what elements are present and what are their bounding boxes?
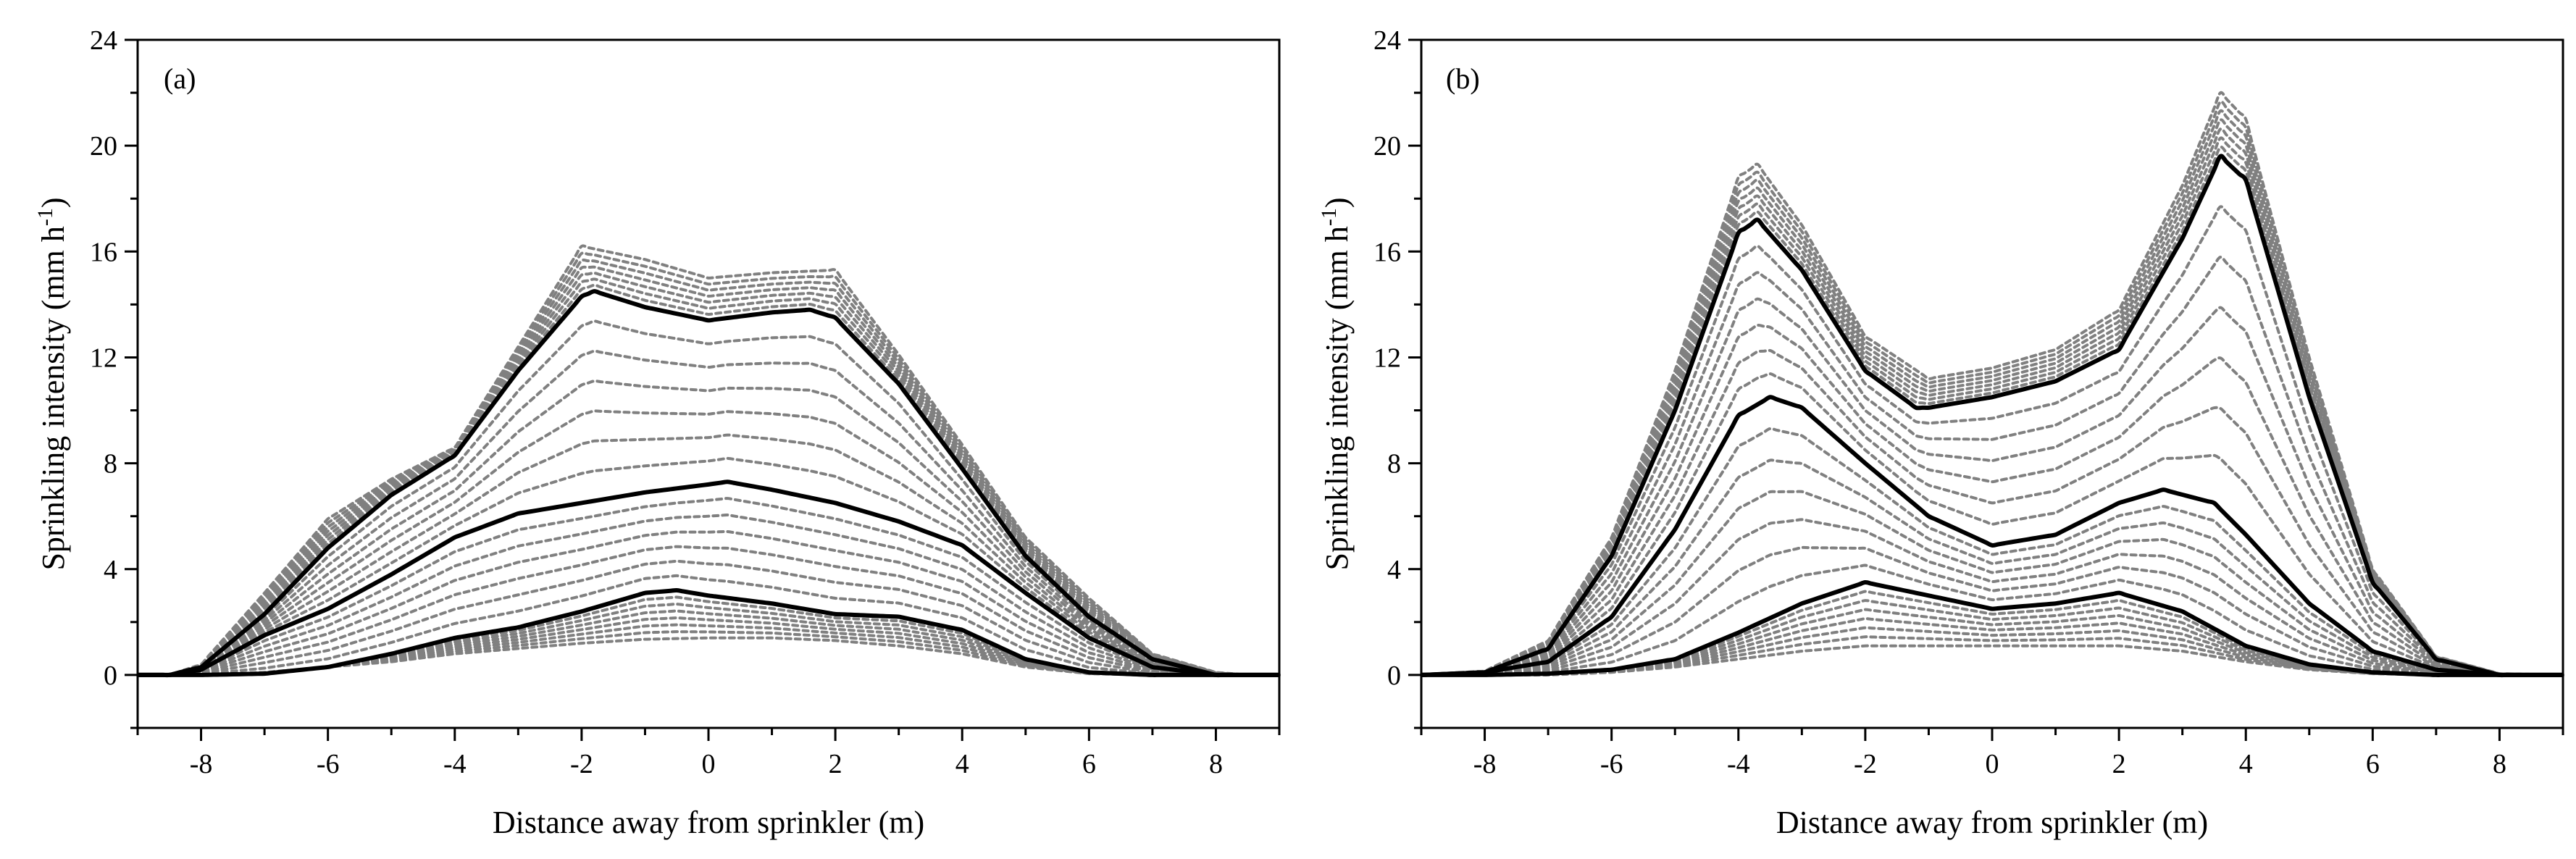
panel-b-y-axis-title-sup: -1: [1317, 208, 1341, 226]
panel-a-y-tick-label-20: 20: [90, 131, 117, 162]
panel-a-dotted-curve-15: [136, 380, 1281, 677]
panel-b-x-tick-label-0: 0: [1986, 749, 1999, 779]
panel-a-dotted-curve-8: [136, 545, 1281, 676]
panel-b-dotted-curve-15: [1420, 297, 2564, 677]
panel-a-x-axis-title: Distance away from sprinkler (m): [493, 805, 924, 840]
panel-a-dotted-curve-11: [136, 497, 1281, 677]
panel-b-x-tick-label-2: 2: [2112, 749, 2126, 779]
panel-b-x-tick-label-6: 6: [2366, 749, 2380, 779]
panel-a-y-axis-title: Sprinkling intensity (mm h-1): [33, 197, 71, 570]
panel-a-x-tick-label-0: 0: [702, 749, 716, 779]
panel-a-y-axis-title-sup: -1: [33, 208, 57, 226]
panel-b-y-tick-label-16: 16: [1373, 237, 1401, 267]
panel-b-dotted-curve-17: [1420, 205, 2564, 677]
panel-a-dotted-curve-17: [136, 319, 1281, 677]
panel-b-curves: [1420, 91, 2564, 678]
panel-a-y-tick-label-8: 8: [104, 449, 117, 479]
panel-a-dotted-curve-7: [136, 559, 1281, 676]
panel-a-y-axis-title-close: ): [35, 197, 71, 208]
panel-a-x-tick-label-4: 4: [955, 749, 969, 779]
panel-a-dotted-curve-16: [136, 349, 1281, 677]
panel-b-y-axis-title: Sprinkling intensity (mm h-1): [1317, 197, 1355, 570]
panel-a-dotted-curve-20: [136, 272, 1281, 677]
panel-b-label: (b): [1446, 62, 1480, 95]
panel-a-y-tick-label-4: 4: [104, 555, 117, 585]
panel-b-y-tick-label-8: 8: [1387, 449, 1401, 479]
panel-b-x-tick-label--4: -4: [1727, 749, 1750, 779]
panel-b-dotted-curve-8: [1420, 518, 2564, 676]
panel-b-solid-curve-high: [1421, 154, 2564, 678]
panel-b-x-tick-label--2: -2: [1854, 749, 1877, 779]
panel-a-x-tick-label--4: -4: [443, 749, 467, 779]
panel-a-x-tick-label--6: -6: [317, 749, 340, 779]
panel-a-y-tick-label-0: 0: [104, 661, 117, 691]
panel-b-x-tick-label-8: 8: [2493, 749, 2506, 779]
panel-a-dotted-curve-6: [136, 574, 1281, 676]
panel-a-curves: [136, 244, 1281, 678]
panel-b-x-tick-label--6: -6: [1600, 749, 1623, 779]
panel-b-dotted-curve-16: [1420, 256, 2564, 677]
panel-a-x-tick-label-6: 6: [1082, 749, 1096, 779]
panel-b-x-tick-label-4: 4: [2239, 749, 2253, 779]
panel-b-dotted-curve-14: [1420, 324, 2564, 677]
panel-b-y-axis-title-close: ): [1319, 197, 1355, 208]
panel-a-label: (a): [164, 62, 196, 95]
panel-a-dotted-curve-12: [136, 456, 1281, 677]
panel-a-x-tick-label-2: 2: [829, 749, 842, 779]
panel-b-x-tick-label--8: -8: [1473, 749, 1497, 779]
panel-a-dotted-curve-25: [136, 244, 1281, 677]
panel-b-dotted-curve-9: [1420, 490, 2564, 676]
panel-a-dotted-curve-9: [136, 529, 1281, 676]
panel-b-y-tick-label-4: 4: [1387, 555, 1401, 585]
panel-b-y-tick-label-0: 0: [1387, 661, 1401, 691]
panel-a-solid-curve-high: [137, 289, 1280, 678]
panel-b-dotted-curve-7: [1420, 545, 2564, 676]
panel-a-dotted-curve-22: [136, 258, 1281, 677]
panel-a-solid-curve-medium: [137, 479, 1280, 678]
panel-b-dotted-curve-12: [1420, 372, 2564, 676]
panel-b-dotted-curve-6: [1420, 563, 2564, 676]
panel-b-dotted-curve-25: [1420, 91, 2564, 676]
panel-b-y-axis-title-main: Sprinkling intensity (mm h: [1319, 226, 1355, 570]
panel-a-x-tick-label--8: -8: [190, 749, 213, 779]
panel-b-dotted-curve-10: [1420, 458, 2564, 676]
panel-a-dotted-curve-13: [136, 433, 1281, 677]
panel-b-x-axis-title: Distance away from sprinkler (m): [1776, 805, 2208, 840]
panel-a-dotted-curve-10: [136, 513, 1281, 676]
panel-b-dotted-curve-13: [1420, 348, 2564, 677]
panel-b-y-tick-label-12: 12: [1373, 343, 1401, 373]
panel-a-dotted-curve-21: [136, 265, 1281, 677]
panel-a-y-tick-label-24: 24: [90, 25, 117, 56]
panel-a-dotted-curve-19: [136, 277, 1281, 677]
panel-b-solid-curve-low: [1421, 580, 2564, 677]
panel-b-dotted-curve-22: [1420, 109, 2564, 676]
panel-a-x-tick-label-8: 8: [1209, 749, 1223, 779]
panel-a-y-tick-label-12: 12: [90, 343, 117, 373]
panel-b-dotted-curve-11: [1420, 427, 2564, 676]
panel-b-solid-curve-medium: [1421, 395, 2564, 677]
panel-a-dotted-curve-14: [136, 409, 1281, 677]
panel-b-y-tick-label-24: 24: [1373, 25, 1401, 56]
panel-a-y-tick-label-16: 16: [90, 237, 117, 267]
panel-b-y-tick-label-20: 20: [1373, 131, 1401, 162]
panel-a-x-tick-label--2: -2: [570, 749, 593, 779]
panel-a-dotted-curve-23: [136, 251, 1281, 677]
panel-a-y-axis-title-main: Sprinkling intensity (mm h: [35, 226, 71, 570]
panel-a-solid-curve-low: [137, 587, 1280, 677]
